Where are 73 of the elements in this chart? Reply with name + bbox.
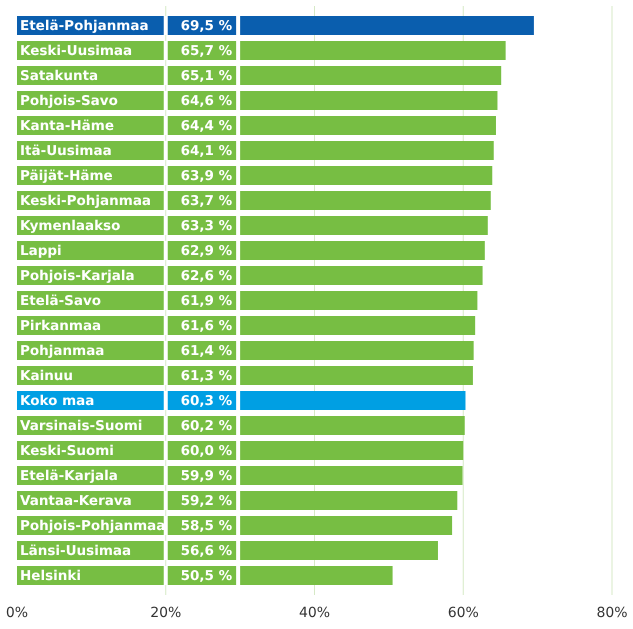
- y-tick-label: Vantaa-Kerava: [20, 493, 132, 510]
- y-tick-label: Varsinais-Suomi: [20, 418, 142, 434]
- y-tick-label: Helsinki: [20, 568, 81, 584]
- bar: [17, 441, 464, 460]
- y-tick-label: Pohjois-Pohjanmaa: [20, 518, 166, 534]
- bar: [17, 341, 474, 360]
- y-tick-label: Etelä-Savo: [20, 293, 102, 310]
- bar: [17, 366, 473, 385]
- y-tick-label: Keski-Pohjanmaa: [20, 193, 152, 210]
- bar: [17, 116, 496, 135]
- data-label: 61,3 %: [180, 368, 233, 384]
- y-tick-label: Satakunta: [20, 68, 98, 84]
- data-label: 62,6 %: [180, 268, 233, 284]
- y-tick-label: Kanta-Häme: [20, 118, 114, 134]
- y-tick-label: Pohjanmaa: [20, 343, 104, 360]
- data-label: 64,1 %: [180, 143, 233, 160]
- x-tick-label: 80%: [596, 605, 628, 621]
- data-label: 63,3 %: [180, 218, 233, 234]
- data-label: 69,5 %: [180, 18, 233, 34]
- x-tick-label: 60%: [448, 605, 479, 621]
- bar: [17, 391, 466, 410]
- bar: [17, 316, 476, 335]
- data-label: 63,7 %: [180, 193, 233, 210]
- data-label: 58,5 %: [180, 518, 233, 534]
- data-label: 61,4 %: [180, 343, 233, 360]
- data-label: 59,2 %: [180, 493, 233, 510]
- y-tick-label: Pirkanmaa: [20, 318, 102, 334]
- y-tick-label: Kainuu: [20, 368, 74, 384]
- y-tick-label: Länsi-Uusimaa: [20, 543, 132, 560]
- x-tick-label: 20%: [150, 605, 182, 621]
- x-tick-label: 40%: [298, 605, 330, 621]
- x-tick-label: 0%: [6, 605, 28, 621]
- bar: [17, 491, 458, 510]
- data-label: 61,9 %: [180, 293, 233, 310]
- bar: [17, 191, 491, 210]
- bar: [17, 166, 492, 185]
- y-tick-label: Pohjois-Savo: [20, 93, 118, 110]
- y-tick-label: Etelä-Pohjanmaa: [20, 18, 149, 34]
- bar: [17, 566, 393, 585]
- bar: [17, 466, 463, 485]
- bar: [17, 141, 494, 160]
- data-label: 65,7 %: [180, 43, 233, 60]
- bar: [17, 266, 483, 285]
- y-tick-label: Itä-Uusimaa: [20, 143, 112, 160]
- data-label: 64,6 %: [180, 93, 233, 110]
- data-label: 56,6 %: [180, 543, 233, 560]
- data-label: 60,2 %: [180, 418, 233, 434]
- data-label: 65,1 %: [180, 68, 233, 84]
- y-tick-label: Keski-Uusimaa: [20, 43, 132, 60]
- data-label: 59,9 %: [180, 468, 233, 484]
- bar: [17, 241, 485, 260]
- bar: [17, 41, 506, 60]
- bar: [17, 16, 534, 35]
- bar: [17, 216, 488, 235]
- y-tick-label: Etelä-Karjala: [20, 468, 118, 484]
- bar: [17, 291, 478, 310]
- data-label: 61,6 %: [180, 318, 233, 334]
- data-label: 60,3 %: [180, 393, 233, 410]
- y-tick-label: Keski-Suomi: [20, 443, 114, 460]
- bar: [17, 66, 502, 85]
- y-tick-label: Lappi: [20, 243, 62, 260]
- bar: [17, 416, 465, 435]
- y-tick-label: Koko maa: [20, 393, 94, 410]
- bar: [17, 541, 438, 560]
- y-tick-label: Pohjois-Karjala: [20, 268, 135, 284]
- y-tick-label: Kymenlaakso: [20, 218, 120, 234]
- data-label: 64,4 %: [180, 118, 233, 134]
- y-tick-label: Päijät-Häme: [20, 168, 113, 184]
- data-label: 50,5 %: [180, 568, 233, 584]
- data-label: 60,0 %: [180, 443, 233, 460]
- data-label: 62,9 %: [180, 243, 233, 260]
- bar: [17, 91, 498, 110]
- data-label: 63,9 %: [180, 168, 233, 184]
